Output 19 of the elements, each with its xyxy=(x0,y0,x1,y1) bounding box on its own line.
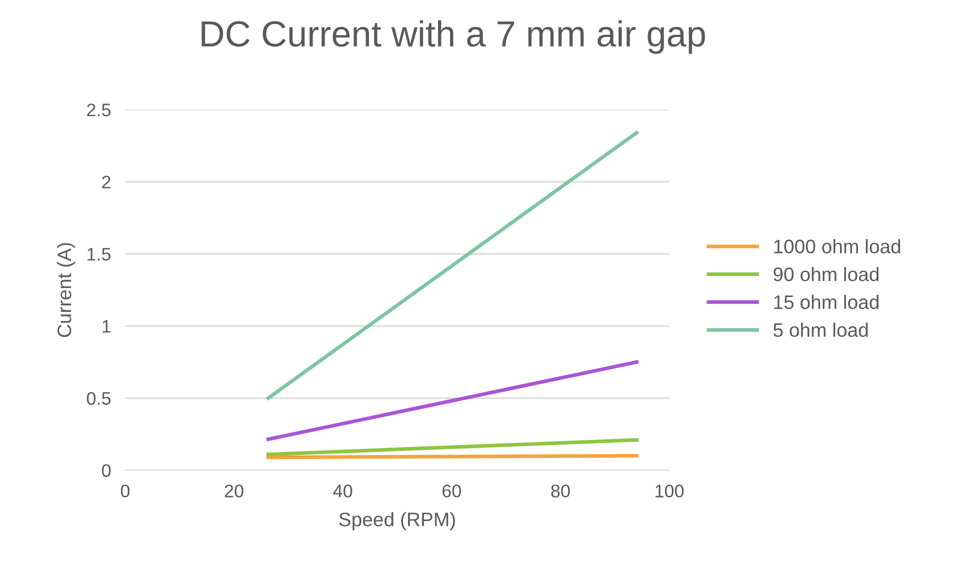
x-tick-label: 20 xyxy=(224,484,244,498)
y-tick-label: 2 xyxy=(102,176,110,188)
legend-label: 15 ohm load xyxy=(774,294,878,310)
legend-label: 1000 ohm load xyxy=(774,239,900,254)
x-tick-label: 60 xyxy=(442,484,461,498)
y-tick-label: 1.5 xyxy=(88,248,111,261)
x-axis-title: Speed (RPM) xyxy=(339,512,455,530)
chart-title: DC Current with a 7 mm air gap xyxy=(202,20,705,54)
x-tick-label: 40 xyxy=(333,484,352,498)
legend-label: 5 ohm load xyxy=(773,322,868,337)
y-tick-label: 0 xyxy=(102,464,111,477)
y-tick-label: 0.5 xyxy=(86,392,111,405)
y-axis-title: Current (A) xyxy=(56,243,76,338)
x-tick-label: 100 xyxy=(656,484,684,498)
y-tick-label: 2.5 xyxy=(87,104,111,116)
x-tick-label: 0 xyxy=(120,484,130,498)
legend-label: 90 ohm load xyxy=(774,266,878,282)
x-tick-label: 80 xyxy=(551,484,570,498)
y-tick-label: 1 xyxy=(102,320,110,333)
